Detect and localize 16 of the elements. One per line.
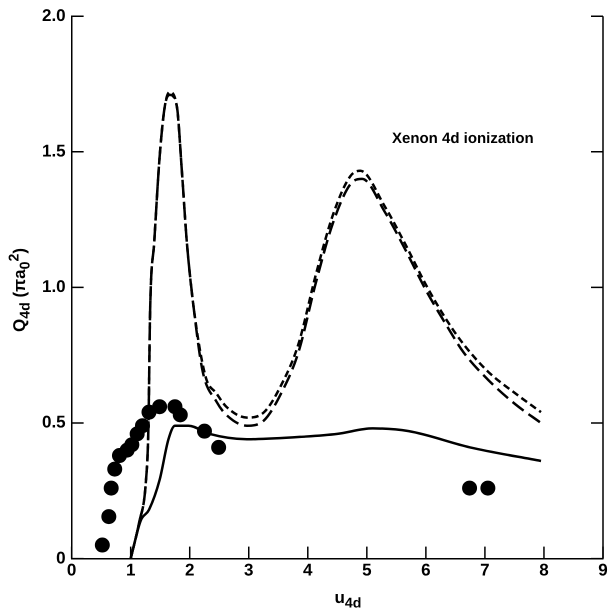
x-tick-label: 1 (126, 560, 136, 580)
x-tick-label: 5 (362, 560, 372, 580)
y-tick-label: 0 (56, 548, 66, 568)
x-axis-title: u$_{4d}$ (334, 588, 362, 611)
x-tick-label: 4 (303, 560, 314, 580)
annotation: Xenon 4d ionization (392, 130, 534, 147)
y-tick-label: 2.0 (42, 6, 66, 25)
x-tick-label: 6 (421, 560, 431, 580)
y-tick-label: 0.5 (42, 412, 66, 432)
x-tick-label: 9 (598, 560, 608, 580)
y-tick-label: 1.5 (42, 141, 66, 160)
x-tick-label: 8 (539, 560, 549, 580)
x-tick-label: 3 (244, 560, 254, 580)
x-tick-label: 7 (480, 560, 490, 580)
x-tick-label: 2 (184, 560, 194, 580)
y-tick-label: 1.0 (42, 277, 66, 296)
